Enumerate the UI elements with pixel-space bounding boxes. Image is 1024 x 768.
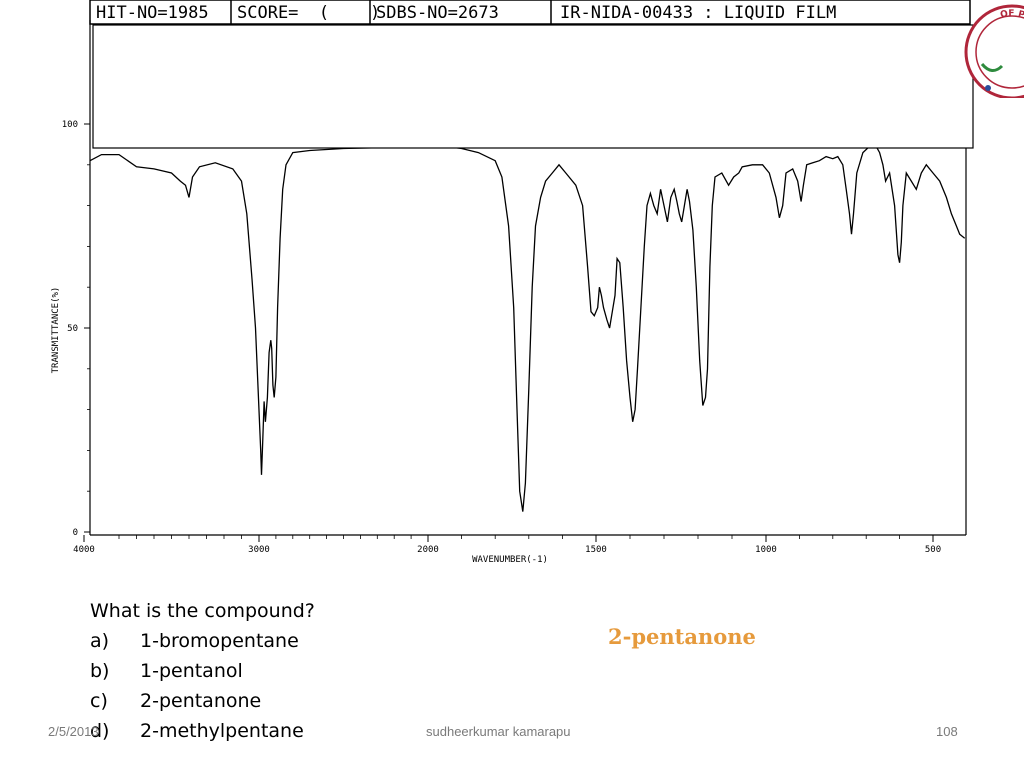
x-tick-label: 2000 [417, 545, 439, 555]
hit-no-label: HIT-NO=1985 [96, 3, 209, 23]
option-letter: a) [90, 630, 110, 652]
x-tick-label: 4000 [73, 545, 95, 555]
option-text: 2-methylpentane [140, 720, 304, 742]
x-tick-label: 3000 [248, 545, 270, 555]
y-tick-label: 0 [73, 528, 78, 538]
y-tick-label: 50 [67, 324, 78, 334]
option-letter: d) [90, 720, 110, 742]
x-tick-label: 1000 [755, 545, 777, 555]
option-c: c) 2-pentanone [90, 686, 315, 716]
header-frame [89, 0, 971, 25]
overlay-box [92, 24, 974, 149]
x-tick-label: 500 [925, 545, 941, 555]
x-tick-label: 1500 [585, 545, 607, 555]
score-label: SCORE= ( ) [237, 3, 380, 23]
option-letter: b) [90, 660, 110, 682]
y-axis-label: TRANSMITTANCE(%) [51, 287, 61, 374]
option-a: a) 1-bromopentane [90, 626, 315, 656]
footer-author: sudheerkumar kamarapu [426, 724, 571, 739]
option-text: 2-pentanone [140, 690, 262, 712]
option-d: d) 2-methylpentane [90, 716, 315, 746]
x-axis-label: WAVENUMBER(-1) [472, 555, 548, 565]
question-prompt: What is the compound? [90, 600, 315, 622]
y-tick-label: 100 [62, 120, 78, 130]
footer-page-number: 108 [936, 724, 958, 739]
option-b: b) 1-pentanol [90, 656, 315, 686]
option-text: 1-pentanol [140, 660, 243, 682]
answer-text: 2-pentanone [608, 624, 756, 649]
sdbs-no-label: SDBS-NO=2673 [376, 3, 499, 23]
option-letter: c) [90, 690, 108, 712]
sample-label: IR-NIDA-00433 : LIQUID FILM [560, 3, 836, 23]
axis-ticks: 4000 3000 2000 1500 1000 500 0 50 100 [62, 120, 941, 555]
footer-date: 2/5/2013 [48, 724, 99, 739]
spectrum-header: HIT-NO=1985 SCORE= ( ) SDBS-NO=2673 IR-N… [89, 0, 971, 25]
question-block: What is the compound? a) 1-bromopentane b… [90, 596, 315, 746]
seal-graphic: OF PHARMACY [962, 4, 1024, 98]
spectrum-series-line [89, 145, 966, 512]
ir-spectrum-chart: HIT-NO=1985 SCORE= ( ) SDBS-NO=2673 IR-N… [51, 0, 974, 565]
college-seal-logo: OF PHARMACY [962, 4, 1024, 98]
option-text: 1-bromopentane [140, 630, 299, 652]
